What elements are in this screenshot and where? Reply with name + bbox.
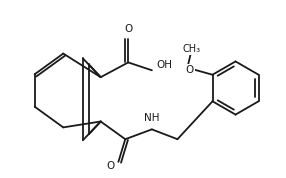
Text: O: O [186,65,194,75]
Text: OH: OH [157,60,173,70]
Text: O: O [106,161,115,171]
Text: CH₃: CH₃ [183,44,201,54]
Text: NH: NH [144,112,160,122]
Text: O: O [124,24,132,34]
